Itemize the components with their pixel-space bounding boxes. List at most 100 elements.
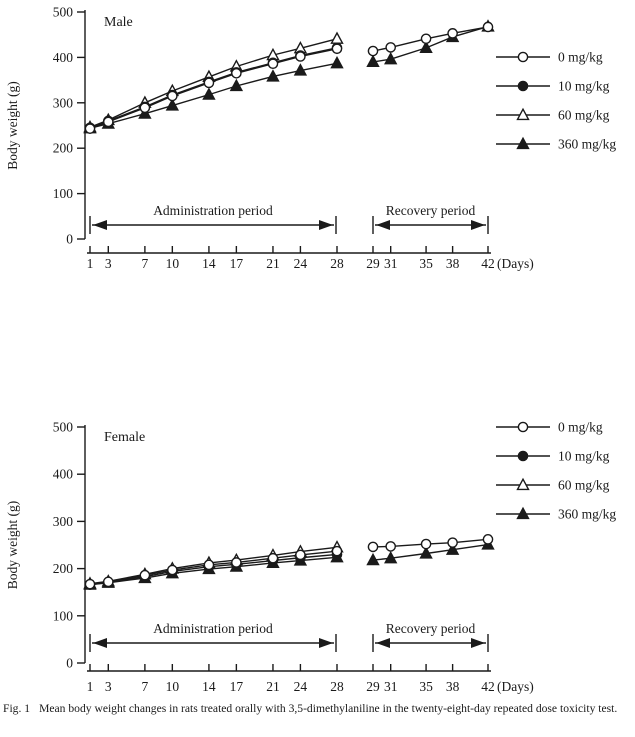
- legend-0-mg-kg-marker-circle-open-icon: [517, 51, 529, 63]
- series-0-mg-kg-marker-circle-open-icon: [267, 58, 279, 70]
- recovery-period-left-arrowhead-icon: [376, 220, 390, 230]
- x-tick-label: 31: [384, 679, 398, 694]
- caption-text: Mean body weight changes in rats treated…: [39, 702, 618, 715]
- x-axis-unit-label: (Days): [497, 256, 534, 271]
- x-tick-label: 28: [330, 256, 344, 271]
- series-360-mg-kg-marker-triangle-filled-icon: [330, 56, 344, 69]
- series-0-mg-kg-marker-circle-open-icon: [385, 541, 396, 552]
- x-tick-label: 7: [142, 256, 149, 271]
- chart-title: Male: [104, 15, 133, 30]
- series-360-mg-kg-marker-triangle-filled-icon: [266, 69, 280, 82]
- x-tick-label: 7: [142, 679, 149, 694]
- series-0-mg-kg-marker-circle-open-icon: [231, 557, 242, 568]
- x-tick-label: 17: [230, 256, 244, 271]
- y-tick-label: 500: [53, 5, 74, 20]
- legend-60-mg-kg-marker-triangle-open-icon: [516, 107, 530, 121]
- x-tick-label: 10: [166, 679, 180, 694]
- series-360-mg-kg-marker-triangle-filled-icon: [419, 546, 433, 559]
- series-0-mg-kg-marker-circle-open-icon: [331, 43, 343, 55]
- series-0-mg-kg-marker-circle-open-icon: [167, 564, 178, 576]
- series-0-mg-kg-marker-circle-open-icon: [447, 537, 458, 548]
- series-360-mg-kg-marker-triangle-filled-icon: [419, 40, 433, 53]
- administration-period-label: Administration period: [153, 203, 273, 218]
- recovery-period-label: Recovery period: [386, 203, 476, 218]
- legend-label: 360 mg/kg: [558, 137, 616, 152]
- series-0-mg-kg-marker-circle-open-icon: [331, 545, 343, 557]
- series-0-mg-kg-marker-circle-open-icon: [482, 21, 494, 33]
- x-tick-label: 38: [446, 256, 460, 271]
- administration-period-right-arrowhead-icon: [319, 220, 333, 230]
- x-tick-label: 21: [266, 256, 280, 271]
- recovery-period-right-arrowhead-icon: [471, 638, 485, 648]
- recovery-period-left-arrowhead-icon: [376, 638, 390, 648]
- x-tick-label: 28: [330, 679, 344, 694]
- series-0-mg-kg-marker-circle-open-icon: [203, 77, 215, 89]
- legend-label: 0 mg/kg: [558, 50, 603, 65]
- series-0-mg-kg-marker-circle-open-icon: [84, 123, 96, 134]
- x-axis-unit-label: (Days): [497, 679, 534, 694]
- x-tick-label: 35: [419, 256, 433, 271]
- legend-10-mg-kg-marker-circle-filled-icon: [517, 80, 529, 92]
- legend-label: 360 mg/kg: [558, 507, 616, 522]
- chart-canvas-female: 0 100 200 300 400 500 Body weight (g) 1 3 7 10 14 17…: [5, 420, 616, 695]
- x-tick-label: 29: [366, 679, 380, 694]
- x-tick-label: 38: [446, 679, 460, 694]
- series-0-mg-kg-marker-circle-open-icon: [367, 541, 379, 553]
- x-tick-label: 21: [266, 679, 280, 694]
- chart-title: Female: [104, 430, 145, 445]
- series-0-mg-kg-marker-circle-open-icon: [447, 28, 458, 39]
- series-0-mg-kg-marker-circle-open-icon: [420, 538, 432, 550]
- y-axis-title: Body weight (g): [5, 81, 20, 170]
- series-360-mg-kg-marker-triangle-filled-icon: [384, 550, 398, 564]
- administration-period-right-arrowhead-icon: [319, 638, 333, 648]
- y-tick-label: 200: [53, 141, 74, 156]
- series-0-mg-kg-marker-circle-open-icon: [482, 534, 494, 545]
- series-0-mg-kg-marker-circle-open-icon: [231, 67, 242, 79]
- legend-label: 60 mg/kg: [558, 478, 610, 493]
- y-tick-label: 400: [53, 50, 74, 65]
- x-tick-label: 3: [105, 679, 112, 694]
- legend-60-mg-kg-marker-triangle-open-icon: [516, 477, 530, 491]
- series-0-mg-kg-marker-circle-open-icon: [267, 552, 279, 564]
- series-360-mg-kg-marker-triangle-filled-icon: [293, 63, 308, 76]
- administration-period-left-arrowhead-icon: [93, 220, 107, 230]
- y-tick-label: 400: [53, 467, 74, 482]
- legend-0-mg-kg-marker-circle-open-icon: [517, 421, 529, 433]
- x-tick-label: 24: [294, 256, 308, 271]
- y-tick-label: 0: [66, 232, 73, 247]
- legend-label: 60 mg/kg: [558, 108, 610, 123]
- x-tick-label: 17: [230, 679, 244, 694]
- x-tick-label: 10: [166, 256, 180, 271]
- administration-period-left-arrowhead-icon: [93, 638, 107, 648]
- y-tick-label: 200: [53, 561, 74, 576]
- chart-male: 0 100 200 300 400 500 Body weight (g) 1 3 7 10 14 17…: [0, 0, 635, 300]
- y-axis-title: Body weight (g): [5, 501, 20, 590]
- series-360-mg-kg-marker-triangle-filled-icon: [202, 87, 216, 100]
- legend-10-mg-kg-marker-circle-filled-icon: [517, 450, 529, 462]
- administration-period-label: Administration period: [153, 621, 273, 636]
- y-tick-label: 100: [53, 186, 74, 201]
- recovery-period-right-arrowhead-icon: [471, 220, 485, 230]
- x-tick-label: 29: [366, 256, 380, 271]
- x-tick-label: 14: [202, 679, 216, 694]
- series-0-mg-kg-marker-circle-open-icon: [84, 578, 96, 590]
- series-0-mg-kg-marker-circle-open-icon: [385, 42, 396, 53]
- x-tick-label: 42: [481, 256, 495, 271]
- y-tick-label: 500: [53, 420, 74, 435]
- series-360-mg-kg-marker-triangle-filled-icon: [229, 78, 244, 92]
- x-tick-label: 3: [105, 256, 112, 271]
- series-360-mg-kg-marker-triangle-filled-icon: [165, 98, 180, 111]
- y-tick-label: 0: [66, 656, 73, 671]
- recovery-period-label: Recovery period: [386, 621, 476, 636]
- x-tick-label: 24: [294, 679, 308, 694]
- series-360-mg-kg-marker-triangle-filled-icon: [366, 552, 380, 566]
- chart-canvas-male: 0 100 200 300 400 500 Body weight (g) 1 3 7 10 14 17…: [5, 5, 616, 272]
- series-360-mg-kg-marker-triangle-filled-icon: [384, 51, 398, 65]
- x-tick-label: 14: [202, 256, 216, 271]
- x-tick-label: 1: [87, 256, 94, 271]
- series-360-mg-kg-marker-triangle-filled-icon: [445, 542, 460, 555]
- series-0-mg-kg-marker-circle-open-icon: [295, 51, 306, 62]
- series-0-mg-kg-marker-circle-open-icon: [102, 116, 114, 128]
- legend-label: 0 mg/kg: [558, 420, 603, 435]
